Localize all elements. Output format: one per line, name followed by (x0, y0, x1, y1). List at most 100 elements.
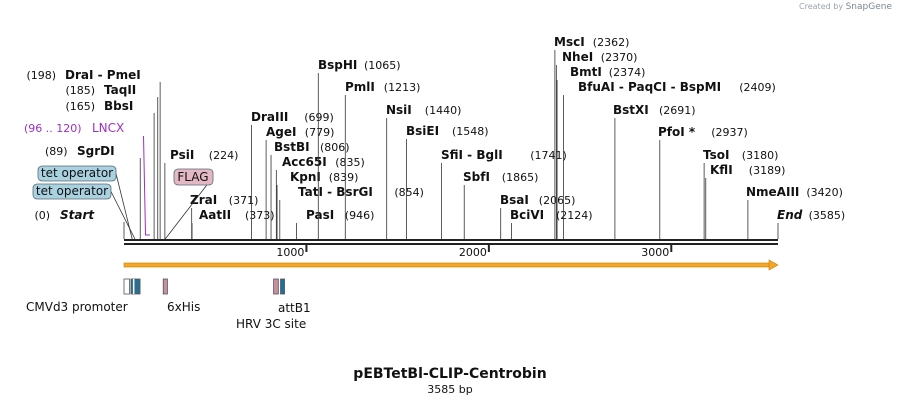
site-bsphi-label: BspHI (318, 58, 357, 72)
site-pmli-loc: (1213) (384, 81, 421, 94)
feature-6xhis-label: 6xHis (167, 300, 200, 314)
feature-label-boxes: tet operator tet operator FLAG (32, 165, 214, 240)
site-pmli[interactable]: PmlI (1213) (344, 80, 421, 239)
feature-hrv-3c-site[interactable]: HRV 3C site (236, 278, 306, 331)
site-taqii[interactable]: (185) TaqII (66, 83, 159, 239)
snapgene-logo: SnapGene (845, 2, 892, 12)
orf-arrowhead[interactable] (768, 259, 779, 271)
site-tati-bsrgi[interactable]: TatI - BsrGI (854) (279, 185, 424, 239)
feature-hrv-3c-site-box (273, 278, 279, 295)
feature-tet-operator-block-box (130, 278, 141, 295)
feature-label-tet-operator-2[interactable]: tet operator (32, 183, 136, 240)
site-nmeaiii[interactable]: NmeAIII (3420) (746, 185, 843, 239)
plasmid-length: 3585 bp (427, 383, 472, 396)
site-kfli-label: KflI (710, 163, 733, 177)
scale-tick-label: 3000 (641, 246, 669, 259)
site-pfoi-label: PfoI * (658, 125, 696, 139)
site-bstbi-label: BstBI (274, 140, 310, 154)
orf-body[interactable] (123, 262, 771, 268)
site-msci-label: MscI (554, 35, 585, 49)
site-pmli-label: PmlI (345, 80, 375, 94)
site-bbsi-label: BbsI (104, 99, 133, 113)
site-nhei-loc: (2370) (601, 51, 638, 64)
site-aatii-label: AatII (199, 208, 231, 222)
site-psii[interactable]: PsiI (224) (164, 148, 239, 239)
site-sfii-bgli-loc: (1741) (530, 149, 567, 162)
site-bsiei-loc: (1548) (452, 125, 489, 138)
site-agei[interactable]: AgeI (779) (265, 125, 334, 239)
site-acc65i-label: Acc65I (282, 155, 327, 169)
site-bfuai-paqci-bspmi[interactable]: BfuAI - PaqCI - BspMI (2409) (563, 80, 776, 239)
site-bstbi-loc: (806) (320, 141, 350, 154)
feature-tet-operator-block[interactable] (130, 278, 141, 295)
feature-hrv-3c-site-label: HRV 3C site (236, 317, 306, 331)
site-sgrdi[interactable]: (89) SgrDI (45, 144, 141, 239)
scale-tick-label: 1000 (276, 246, 304, 259)
orf-arrow (123, 259, 779, 271)
site-pasi[interactable]: PasI (946) (296, 208, 375, 239)
site-sbfi[interactable]: SbfI (1865) (463, 170, 538, 239)
site-bcivi[interactable]: BciVI (2124) (510, 208, 593, 239)
site-tati-bsrgi-loc: (854) (394, 186, 424, 199)
site-bstbi[interactable]: BstBI (806) (270, 140, 350, 239)
site-kfli-loc: (3189) (749, 164, 786, 177)
site-bmti[interactable]: BmtI (2374) (556, 65, 645, 239)
site-drai-pmei[interactable]: (198) DraI - PmeI (27, 68, 161, 239)
site-psii-label: PsiI (170, 148, 194, 162)
site-bbsi[interactable]: (165) BbsI (66, 99, 155, 239)
feature-cmvd3-promoter-box (123, 278, 130, 295)
site-sfii-bgli[interactable]: SfiI - BglI (1741) (441, 148, 567, 239)
primer-lncx-leader (143, 135, 150, 236)
feature-label-tet-operator-2-bg (32, 183, 112, 200)
feature-6xhis[interactable]: 6xHis (162, 278, 200, 314)
site-nsii-loc: (1440) (425, 104, 462, 117)
feature-label-tet-operator-1-bg (37, 165, 117, 182)
site-draiii[interactable]: DraIII (699) (251, 110, 334, 239)
site-acc65i-loc: (835) (335, 156, 365, 169)
feature-label-flag[interactable]: FLAG (164, 168, 214, 240)
site-sbfi-label: SbfI (463, 170, 490, 184)
site-kpni[interactable]: KpnI (839) (276, 170, 358, 239)
site-msci[interactable]: MscI (2362) (554, 35, 629, 239)
site-bcivi-loc: (2124) (556, 209, 593, 222)
site-nsii[interactable]: NsiI (1440) (386, 103, 461, 239)
site-bcivi-label: BciVI (510, 208, 544, 222)
site-end[interactable]: End (3585) (777, 208, 845, 239)
snapgene-credit: Created by SnapGene (799, 2, 892, 12)
site-bsiei-label: BsiEI (406, 124, 439, 138)
site-pfoi[interactable]: PfoI * (2937) (658, 125, 748, 239)
feature-label-flag-leader (164, 176, 214, 240)
site-tati-bsrgi-label: TatI - BsrGI (298, 185, 373, 199)
feature-attb1[interactable]: attB1 (278, 278, 311, 315)
site-bsai[interactable]: BsaI (2065) (500, 193, 575, 239)
site-sgrdi-label: SgrDI (77, 144, 115, 158)
site-tsoi[interactable]: TsoI (3180) (703, 148, 778, 239)
site-bsiei[interactable]: BsiEI (1548) (405, 124, 489, 239)
site-bsphi[interactable]: BspHI (1065) (317, 58, 401, 239)
site-bstxi-label: BstXI (613, 103, 649, 117)
site-start[interactable]: (0) Start (35, 208, 125, 239)
feature-label-tet-operator-1-text: tet operator (41, 166, 113, 180)
site-end-loc: (3585) (809, 209, 846, 222)
site-zrai-loc: (371) (229, 194, 259, 207)
site-nmeaiii-loc: (3420) (806, 186, 843, 199)
primer-lncx[interactable]: (96 .. 120) LNCX (24, 121, 150, 236)
site-psii-loc: (224) (209, 149, 239, 162)
site-bsphi-loc: (1065) (364, 59, 401, 72)
feature-cmvd3-promoter[interactable]: CMVd3 promoter (26, 278, 130, 314)
site-taqii-loc: (185) (66, 84, 96, 97)
feature-label-tet-operator-2-text: tet operator (36, 184, 108, 198)
site-nhei[interactable]: NheI (2370) (555, 50, 638, 239)
site-kfli[interactable]: KflI (3189) (705, 163, 786, 239)
feature-attb1-label: attB1 (278, 301, 311, 315)
feature-label-tet-operator-1[interactable]: tet operator (37, 165, 133, 240)
site-zrai[interactable]: ZraI (371) (190, 193, 258, 239)
site-draiii-label: DraIII (251, 110, 288, 124)
feature-6xhis-box (162, 278, 168, 295)
site-pasi-label: PasI (306, 208, 334, 222)
site-aatii[interactable]: AatII (373) (191, 208, 275, 239)
site-bfuai-paqci-bspmi-loc: (2409) (739, 81, 776, 94)
site-acc65i[interactable]: Acc65I (835) (275, 155, 365, 239)
site-bstxi[interactable]: BstXI (2691) (613, 103, 696, 239)
